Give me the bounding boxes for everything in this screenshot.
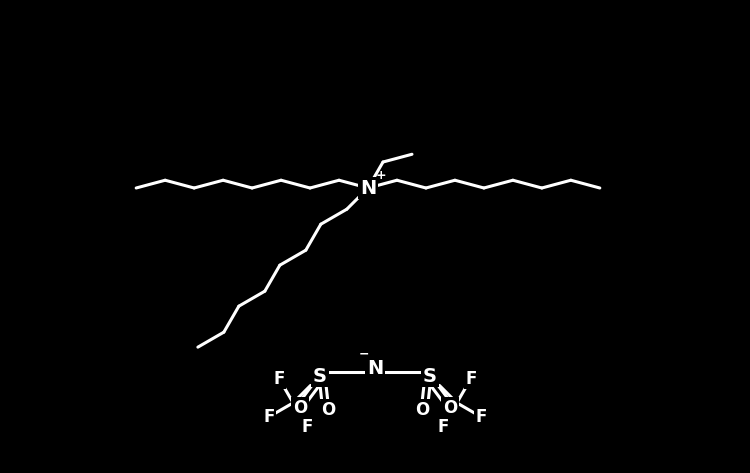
Text: F: F: [437, 418, 448, 436]
Text: −: −: [358, 348, 369, 360]
Text: F: F: [263, 408, 274, 426]
Text: O: O: [292, 399, 308, 417]
Text: O: O: [415, 401, 429, 419]
Text: N: N: [367, 359, 383, 377]
Text: O: O: [321, 401, 335, 419]
Text: F: F: [465, 369, 476, 387]
Text: F: F: [302, 418, 313, 436]
Text: S: S: [423, 367, 437, 385]
Text: F: F: [476, 408, 487, 426]
Text: +: +: [376, 168, 386, 182]
Text: O: O: [442, 399, 457, 417]
Text: N: N: [360, 178, 376, 198]
Text: S: S: [313, 367, 327, 385]
Text: F: F: [274, 369, 285, 387]
